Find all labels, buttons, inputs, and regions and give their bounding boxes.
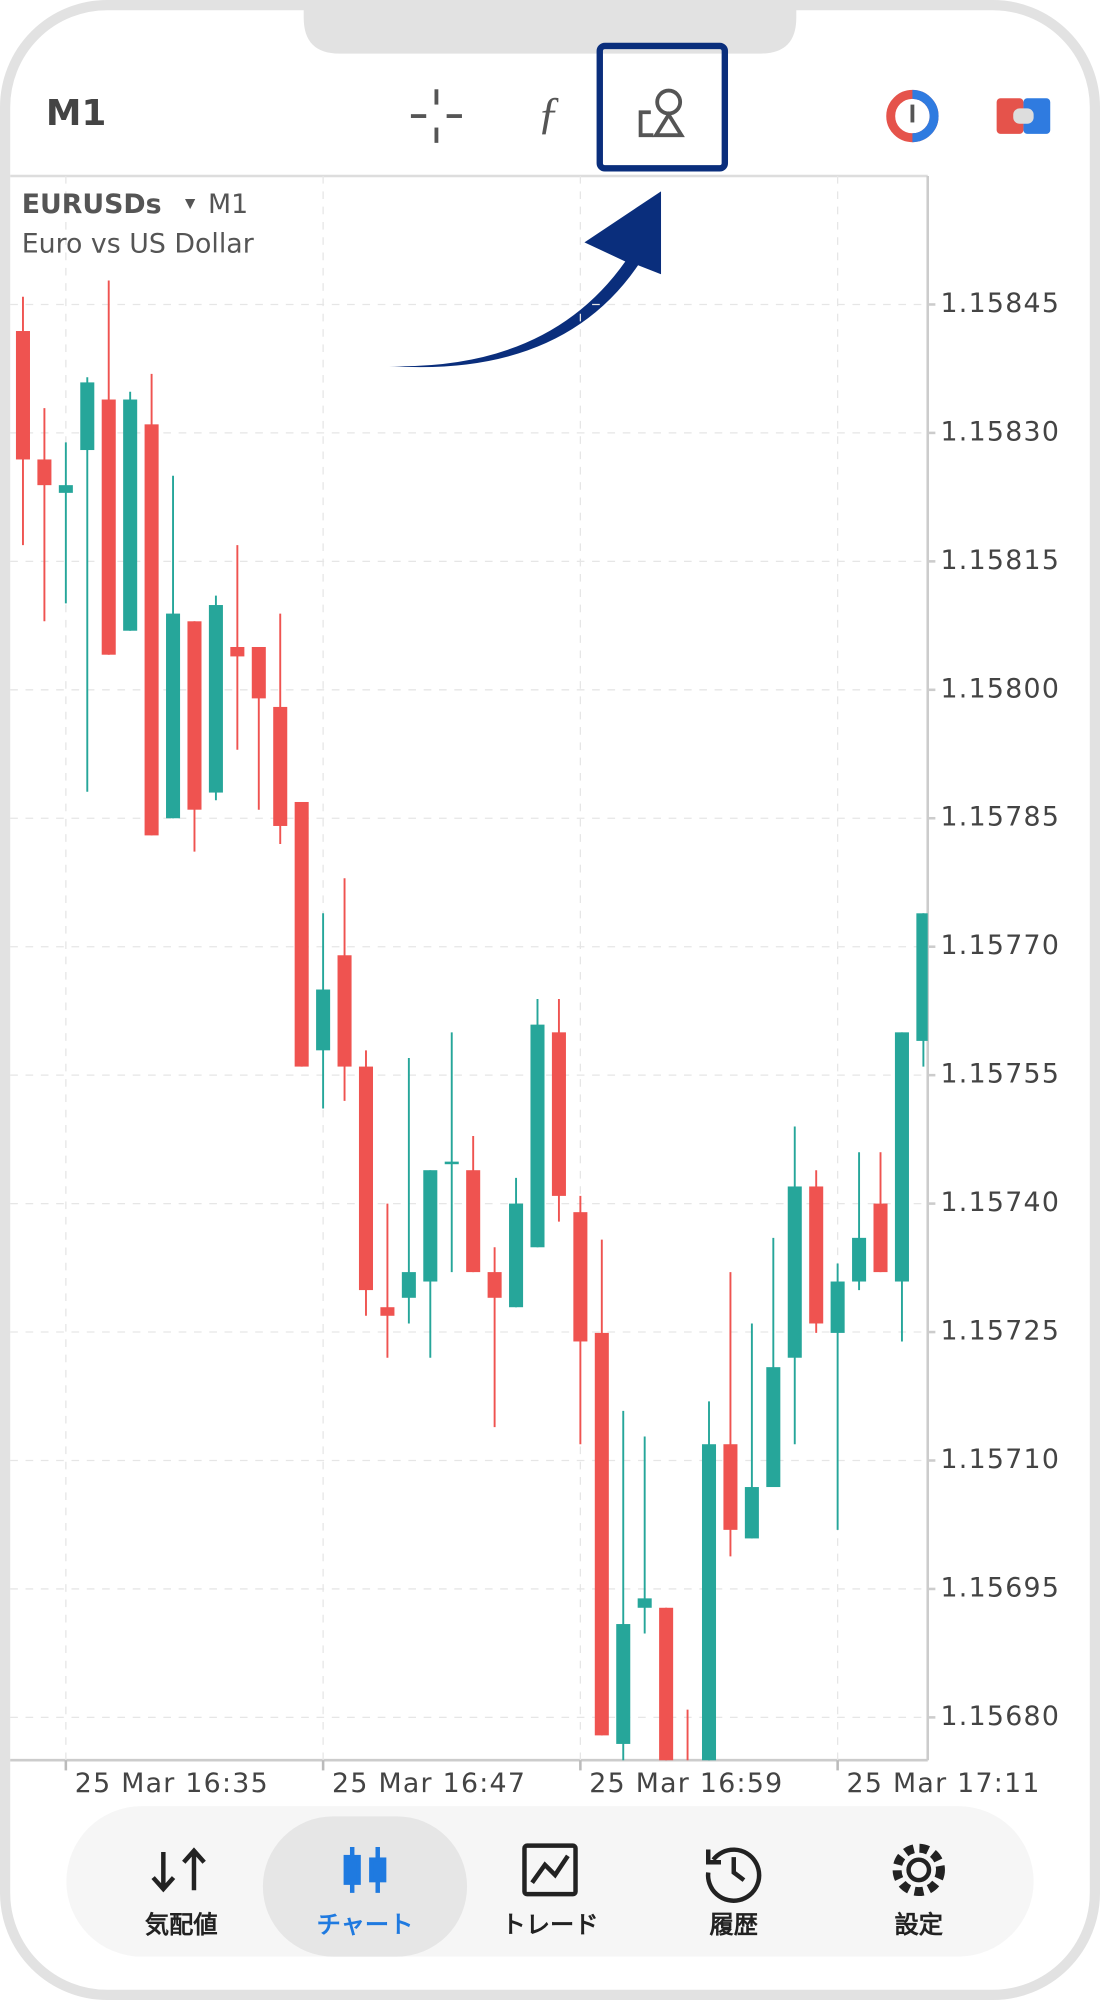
candle-body [637, 1598, 652, 1608]
y-tick-label: 1.15740 [940, 1187, 1060, 1218]
candle-body [487, 1272, 502, 1298]
candle-body [401, 1272, 416, 1298]
candle-body [380, 1307, 395, 1316]
candle-body [337, 955, 352, 1067]
nav-icon[interactable] [343, 1846, 387, 1893]
nav-label[interactable]: 設定 [895, 1910, 944, 1939]
candle-body [766, 1367, 781, 1488]
nav-icon[interactable] [522, 1843, 578, 1897]
nav-active-bg [262, 1816, 468, 1957]
x-tick-label: 25 Mar 16:47 [332, 1768, 526, 1799]
candle-body [530, 1024, 545, 1248]
x-tick-label: 25 Mar 16:59 [589, 1768, 783, 1799]
candle-body [744, 1487, 759, 1539]
candle-body [37, 459, 52, 486]
candle-body [551, 1032, 566, 1196]
candle-body [701, 1444, 717, 1761]
candle-body [423, 1170, 438, 1282]
candle-body [894, 1032, 909, 1282]
notch [303, 5, 797, 54]
candle-body [787, 1186, 802, 1358]
candle-body [101, 399, 116, 655]
candle-body [58, 485, 73, 493]
candle-body [230, 646, 245, 657]
timeframe[interactable]: M1 [46, 93, 106, 134]
candle-body [208, 605, 223, 793]
candle-body [316, 989, 331, 1051]
nav-label[interactable]: 気配値 [145, 1910, 218, 1939]
y-tick-label: 1.15725 [940, 1316, 1060, 1347]
nav-label[interactable]: 履歴 [710, 1910, 758, 1939]
y-tick-label: 1.15785 [940, 802, 1060, 833]
candle-body [616, 1624, 631, 1744]
y-tick-label: 1.15695 [940, 1572, 1060, 1603]
objects-icon[interactable] [638, 88, 685, 138]
y-tick-label: 1.15755 [940, 1059, 1060, 1090]
nav-icon[interactable] [892, 1843, 945, 1897]
candle-body [187, 621, 202, 810]
grid: 1.15845 1.15830 1.15815 1.15800 1.15785 1.157… [10, 176, 1060, 1799]
candle-body [273, 706, 288, 826]
y-tick-label: 1.15710 [940, 1444, 1060, 1475]
indicator-icon[interactable]: ƒ [537, 87, 560, 138]
y-tick-label: 1.15770 [940, 930, 1060, 961]
candle-body [809, 1186, 824, 1324]
chart-timeframe: M1 [208, 189, 248, 220]
symbol-description: Euro vs US Dollar [22, 228, 255, 259]
candle-body [358, 1066, 374, 1291]
y-tick-label: 1.15830 [940, 416, 1060, 447]
y-tick-label: 1.15815 [940, 545, 1060, 576]
candle-body [251, 646, 266, 699]
x-tick-label: 25 Mar 17:11 [847, 1768, 1041, 1799]
candle-body [573, 1212, 588, 1342]
y-tick-label: 1.15680 [940, 1701, 1060, 1732]
candle-body [594, 1332, 609, 1736]
candle-body [830, 1281, 845, 1333]
dropdown-triangle [185, 198, 196, 210]
candle-body [144, 424, 159, 836]
trade-icon[interactable] [996, 98, 1051, 134]
candle-body [509, 1203, 524, 1308]
y-tick-label: 1.15800 [940, 673, 1060, 704]
candle-body [80, 382, 95, 451]
nav: 気配値 チャート トレード 履歴 設定 [145, 1816, 945, 1957]
candle-body [15, 331, 30, 460]
highlight-box [596, 42, 729, 172]
nav-label[interactable]: トレード [502, 1910, 599, 1939]
candle-body [852, 1237, 867, 1282]
candle-body [294, 801, 309, 1067]
nav-icon[interactable] [705, 1847, 762, 1903]
candle-body [723, 1444, 738, 1530]
candle-body [873, 1203, 888, 1273]
y-tick-label: 1.15845 [940, 288, 1060, 319]
nav-label[interactable]: チャート [317, 1910, 414, 1939]
candle-body [166, 613, 181, 819]
symbol: EURUSDs [22, 189, 162, 220]
crosshair-icon[interactable] [410, 89, 462, 143]
nav-icon[interactable] [151, 1847, 206, 1893]
candle-body [659, 1607, 674, 1761]
candle-body [466, 1170, 481, 1273]
candle-body [123, 399, 138, 631]
candle-body [444, 1161, 459, 1165]
x-tick-label: 25 Mar 16:35 [75, 1768, 269, 1799]
candles [15, 280, 928, 1761]
account-icon[interactable] [886, 89, 939, 143]
candle-body [916, 913, 928, 1041]
